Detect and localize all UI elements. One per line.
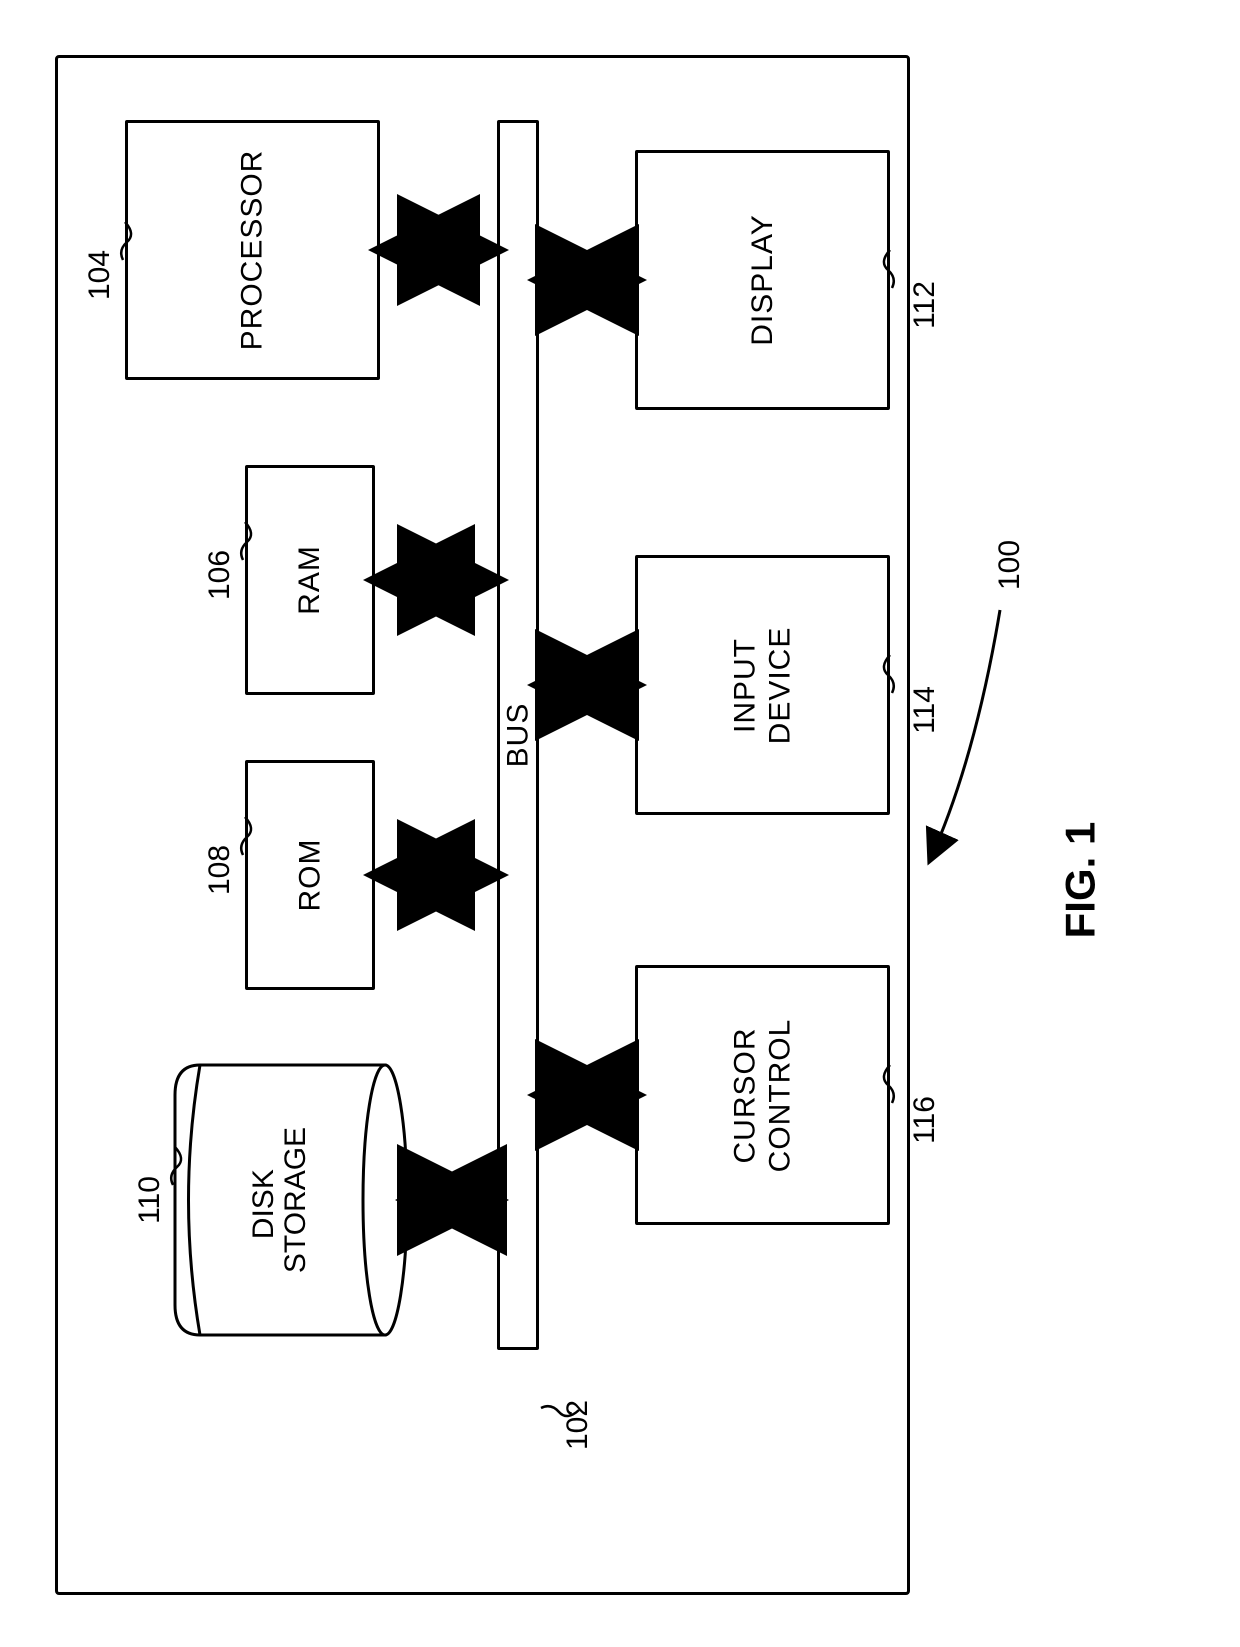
ref-cursor-text: 116 xyxy=(908,1096,942,1144)
ref-display-text: 112 xyxy=(908,281,942,329)
figure-title: FIG. 1 xyxy=(1040,800,1120,960)
ref-cursor: 116 xyxy=(895,1075,955,1165)
input-device-block: INPUTDEVICE xyxy=(635,555,890,815)
system-ref: 100 xyxy=(980,520,1040,610)
ref-bus-text: 102 xyxy=(561,1400,595,1450)
ref-bus: 102 xyxy=(548,1380,608,1470)
cursor-control-label: CURSORCONTROL xyxy=(728,1018,797,1172)
ref-disk-text: 110 xyxy=(133,1176,167,1224)
ram-label: RAM xyxy=(293,545,327,615)
ref-ram-text: 106 xyxy=(203,550,237,600)
system-ref-text: 100 xyxy=(993,540,1027,590)
ref-processor-text: 104 xyxy=(83,250,117,300)
ref-ram: 106 xyxy=(190,530,250,620)
ref-disk: 110 xyxy=(120,1155,180,1245)
bus-label: BUS xyxy=(501,703,535,768)
rom-label: ROM xyxy=(293,839,327,912)
cursor-control-block: CURSORCONTROL xyxy=(635,965,890,1225)
display-label: DISPLAY xyxy=(746,214,780,346)
ref-input-text: 114 xyxy=(908,686,942,734)
processor-block: PROCESSOR xyxy=(125,120,380,380)
rom-block: ROM xyxy=(245,760,375,990)
ref-display: 112 xyxy=(895,260,955,350)
display-block: DISPLAY xyxy=(635,150,890,410)
input-device-label: INPUTDEVICE xyxy=(728,626,797,744)
ref-processor: 104 xyxy=(70,230,130,320)
processor-label: PROCESSOR xyxy=(236,150,270,351)
bus-block: BUS xyxy=(497,120,539,1350)
ref-rom: 108 xyxy=(190,825,250,915)
figure-title-text: FIG. 1 xyxy=(1056,822,1104,939)
ram-block: RAM xyxy=(245,465,375,695)
ref-rom-text: 108 xyxy=(203,845,237,895)
ref-input: 114 xyxy=(895,665,955,755)
